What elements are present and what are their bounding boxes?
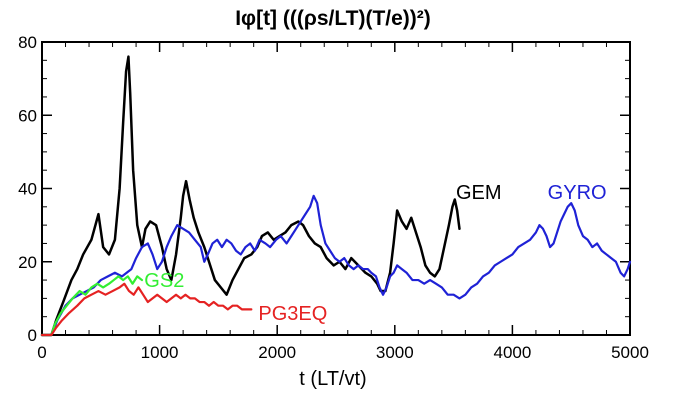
y-tick-label: 20 bbox=[18, 253, 37, 272]
x-tick-label: 1000 bbox=[141, 343, 179, 362]
series-line-gs2 bbox=[40, 275, 144, 337]
y-tick-label: 60 bbox=[18, 106, 37, 125]
x-tick-label: 4000 bbox=[493, 343, 531, 362]
annotation-pg3eq: PG3EQ bbox=[258, 303, 327, 325]
series-line-pg3eq bbox=[40, 282, 253, 337]
y-tick-label: 0 bbox=[28, 326, 37, 345]
y-tick-label: 40 bbox=[18, 180, 37, 199]
annotation-gs2: GS2 bbox=[144, 270, 184, 292]
x-tick-label: 3000 bbox=[376, 343, 414, 362]
chart-title: Iφ[t] (((ρs/LT)(T/e))²) bbox=[235, 7, 431, 30]
axes: 0 1000 2000 3000 4000 5000 0 20 40 60 80 bbox=[18, 33, 649, 362]
annotation-gem: GEM bbox=[456, 182, 502, 204]
x-tick-label: 0 bbox=[37, 343, 46, 362]
y-tick-label: 80 bbox=[18, 33, 37, 52]
series-line-gem bbox=[40, 55, 461, 337]
series-line-gyro bbox=[40, 194, 632, 337]
annotations-layer: GEM GYRO GS2 PG3EQ bbox=[144, 182, 606, 325]
x-axis-title: t (LT/vt) bbox=[299, 368, 366, 390]
x-tick-label: 5000 bbox=[611, 343, 649, 362]
series-layer bbox=[40, 55, 632, 337]
x-tick-label: 2000 bbox=[258, 343, 296, 362]
annotation-gyro: GYRO bbox=[548, 182, 607, 204]
